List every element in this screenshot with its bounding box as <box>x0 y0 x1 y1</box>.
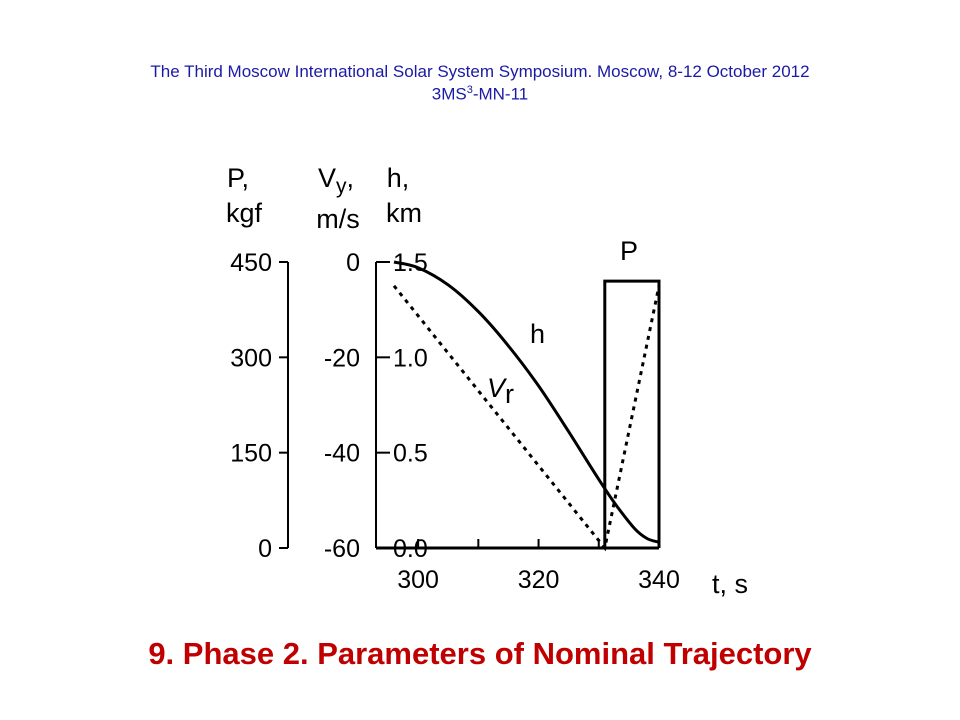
h-axis-label-line2: km <box>386 198 422 228</box>
h-axis-tick-label: 0.5 <box>393 440 428 468</box>
header-line-1: The Third Moscow International Solar Sys… <box>150 62 810 81</box>
vy-axis-label-main: V <box>318 163 336 193</box>
p-axis-tick-label: 0 <box>258 535 272 563</box>
p-axis-tick-label: 150 <box>230 440 272 468</box>
vy-axis-tick-label: 0 <box>346 249 360 277</box>
vy-axis-tick-label: -40 <box>324 440 360 468</box>
header-code-prefix: 3MS <box>431 84 467 104</box>
header-line-2: 3MS3-MN-11 <box>0 84 960 105</box>
p-axis-tick-label: 300 <box>230 344 272 372</box>
series-label-vr-main: V <box>487 373 508 403</box>
x-axis-label: t, s <box>712 569 748 599</box>
vy-axis-label-line2: m/s <box>316 204 360 234</box>
slide-title: 9. Phase 2. Parameters of Nominal Trajec… <box>148 636 812 671</box>
h-axis-tick-label: 0.0 <box>393 535 428 563</box>
vy-axis-label-line1: Vy, <box>318 163 354 198</box>
series-label-h: h <box>530 319 545 349</box>
series-p-line <box>603 279 661 548</box>
x-axis-tick-label: 300 <box>397 566 439 594</box>
series-label-vr-sub: r <box>505 379 514 409</box>
x-axis-tick-label: 320 <box>518 566 560 594</box>
vy-axis-tick-label: -20 <box>324 344 360 372</box>
series-label-vr: Vr <box>487 373 514 409</box>
h-axis-tick-label: 1.0 <box>393 344 428 372</box>
h-axis-label-line1: h, <box>387 163 410 193</box>
x-axis-tick-label: 340 <box>638 566 680 594</box>
header-code-superscript: 3 <box>466 84 473 96</box>
p-axis-label-line2: kgf <box>226 198 263 228</box>
p-axis-label-line1: P, <box>227 163 249 193</box>
series-label-p: P <box>620 236 638 266</box>
series-layer <box>392 260 661 552</box>
header-code-suffix: -MN-11 <box>472 84 529 104</box>
vy-axis-label-sub: y <box>336 175 347 198</box>
vy-axis-tick-label: -60 <box>324 535 360 563</box>
p-axis-tick-label: 450 <box>230 249 272 277</box>
series-h-line <box>393 260 660 544</box>
vy-axis-label-comma: , <box>347 163 355 193</box>
